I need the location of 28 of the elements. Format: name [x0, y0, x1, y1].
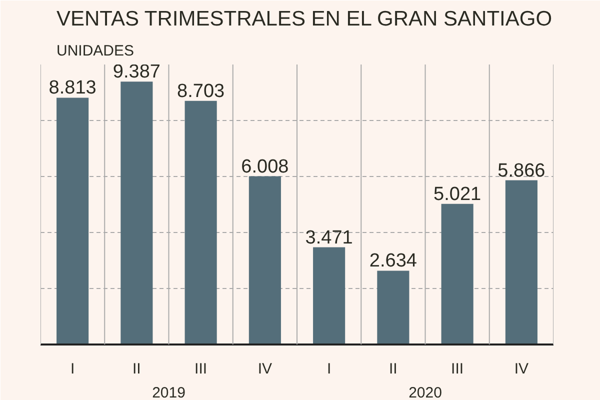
data-label: 8.813 — [48, 78, 96, 99]
bar — [313, 247, 346, 344]
data-label: 6.008 — [241, 156, 289, 178]
bar — [248, 176, 281, 344]
x-tick-label: I — [70, 360, 75, 378]
x-tick-label: I — [326, 360, 332, 378]
x-tick-label: IV — [514, 360, 529, 378]
bar — [120, 82, 153, 344]
x-tick-label: IV — [258, 360, 272, 378]
data-label: 3.471 — [305, 227, 353, 248]
bar — [56, 98, 89, 344]
data-label: 5.866 — [498, 160, 546, 182]
x-tick-label: III — [451, 360, 464, 378]
data-label: 8.703 — [177, 80, 225, 102]
text: 2020 — [408, 384, 442, 400]
x-tick-label: II — [132, 360, 141, 378]
bar — [184, 100, 217, 344]
bar — [441, 204, 474, 344]
data-label: 2.634 — [369, 250, 418, 272]
x-tick-label: II — [389, 360, 398, 378]
x-tick-label: III — [194, 360, 208, 378]
chart-subtitle: UNIDADES — [56, 42, 134, 60]
bar — [377, 270, 410, 344]
data-label: 9.387 — [112, 62, 160, 83]
chart-title: VENTAS TRIMESTRALES EN EL GRAN SANTIAGO — [56, 8, 552, 30]
data-label: 5.021 — [434, 184, 482, 205]
text: 2019 — [152, 384, 186, 400]
bar — [505, 180, 538, 344]
